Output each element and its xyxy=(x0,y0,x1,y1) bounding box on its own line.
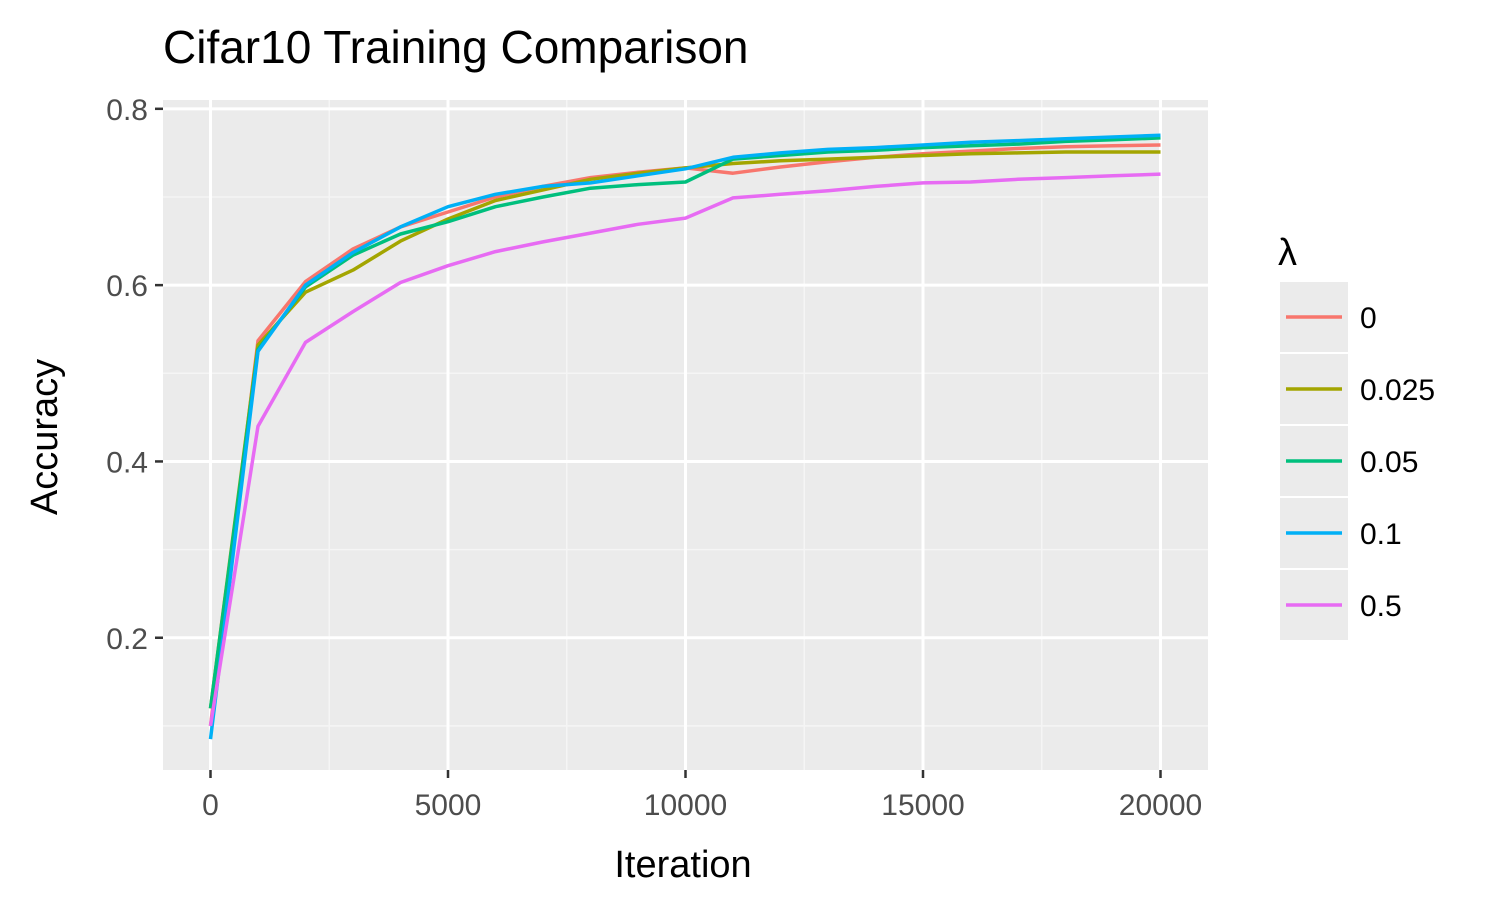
legend-item: 0.05 xyxy=(1280,426,1418,496)
x-tick-label: 20000 xyxy=(1119,789,1202,822)
legend-label: 0.5 xyxy=(1360,590,1402,623)
legend-item: 0.025 xyxy=(1280,354,1435,424)
y-tick-label: 0.8 xyxy=(106,94,148,127)
legend-item: 0 xyxy=(1280,282,1377,352)
legend: λ 0 0.025 0.05 0.1 0.5 xyxy=(1278,232,1435,640)
grid-major xyxy=(163,100,1208,770)
y-tick-label: 0.6 xyxy=(106,270,148,303)
y-axis: 0.2 0.4 0.6 0.8 xyxy=(106,94,163,656)
legend-label: 0.05 xyxy=(1360,446,1418,479)
legend-item: 0.5 xyxy=(1280,570,1402,640)
series-lines xyxy=(208,133,1161,740)
y-axis-title: Accuracy xyxy=(24,359,66,515)
legend-title: λ xyxy=(1278,232,1297,274)
x-tick-label: 10000 xyxy=(644,789,727,822)
series-line-2 xyxy=(208,136,1161,709)
y-tick-label: 0.4 xyxy=(106,446,148,479)
y-tick-label: 0.2 xyxy=(106,623,148,656)
series-line-3 xyxy=(208,133,1161,740)
x-tick-label: 0 xyxy=(202,789,219,822)
x-axis: 0 5000 10000 15000 20000 xyxy=(202,770,1202,822)
x-tick-label: 5000 xyxy=(415,789,482,822)
chart-title: Cifar10 Training Comparison xyxy=(163,21,749,73)
legend-label: 0.025 xyxy=(1360,374,1435,407)
x-axis-title: Iteration xyxy=(614,844,751,886)
legend-label: 0 xyxy=(1360,302,1377,335)
legend-item: 0.1 xyxy=(1280,498,1402,568)
x-tick-label: 15000 xyxy=(881,789,964,822)
series-line-4 xyxy=(208,172,1161,727)
legend-items: 0 0.025 0.05 0.1 0.5 xyxy=(1280,282,1435,640)
legend-label: 0.1 xyxy=(1360,518,1402,551)
